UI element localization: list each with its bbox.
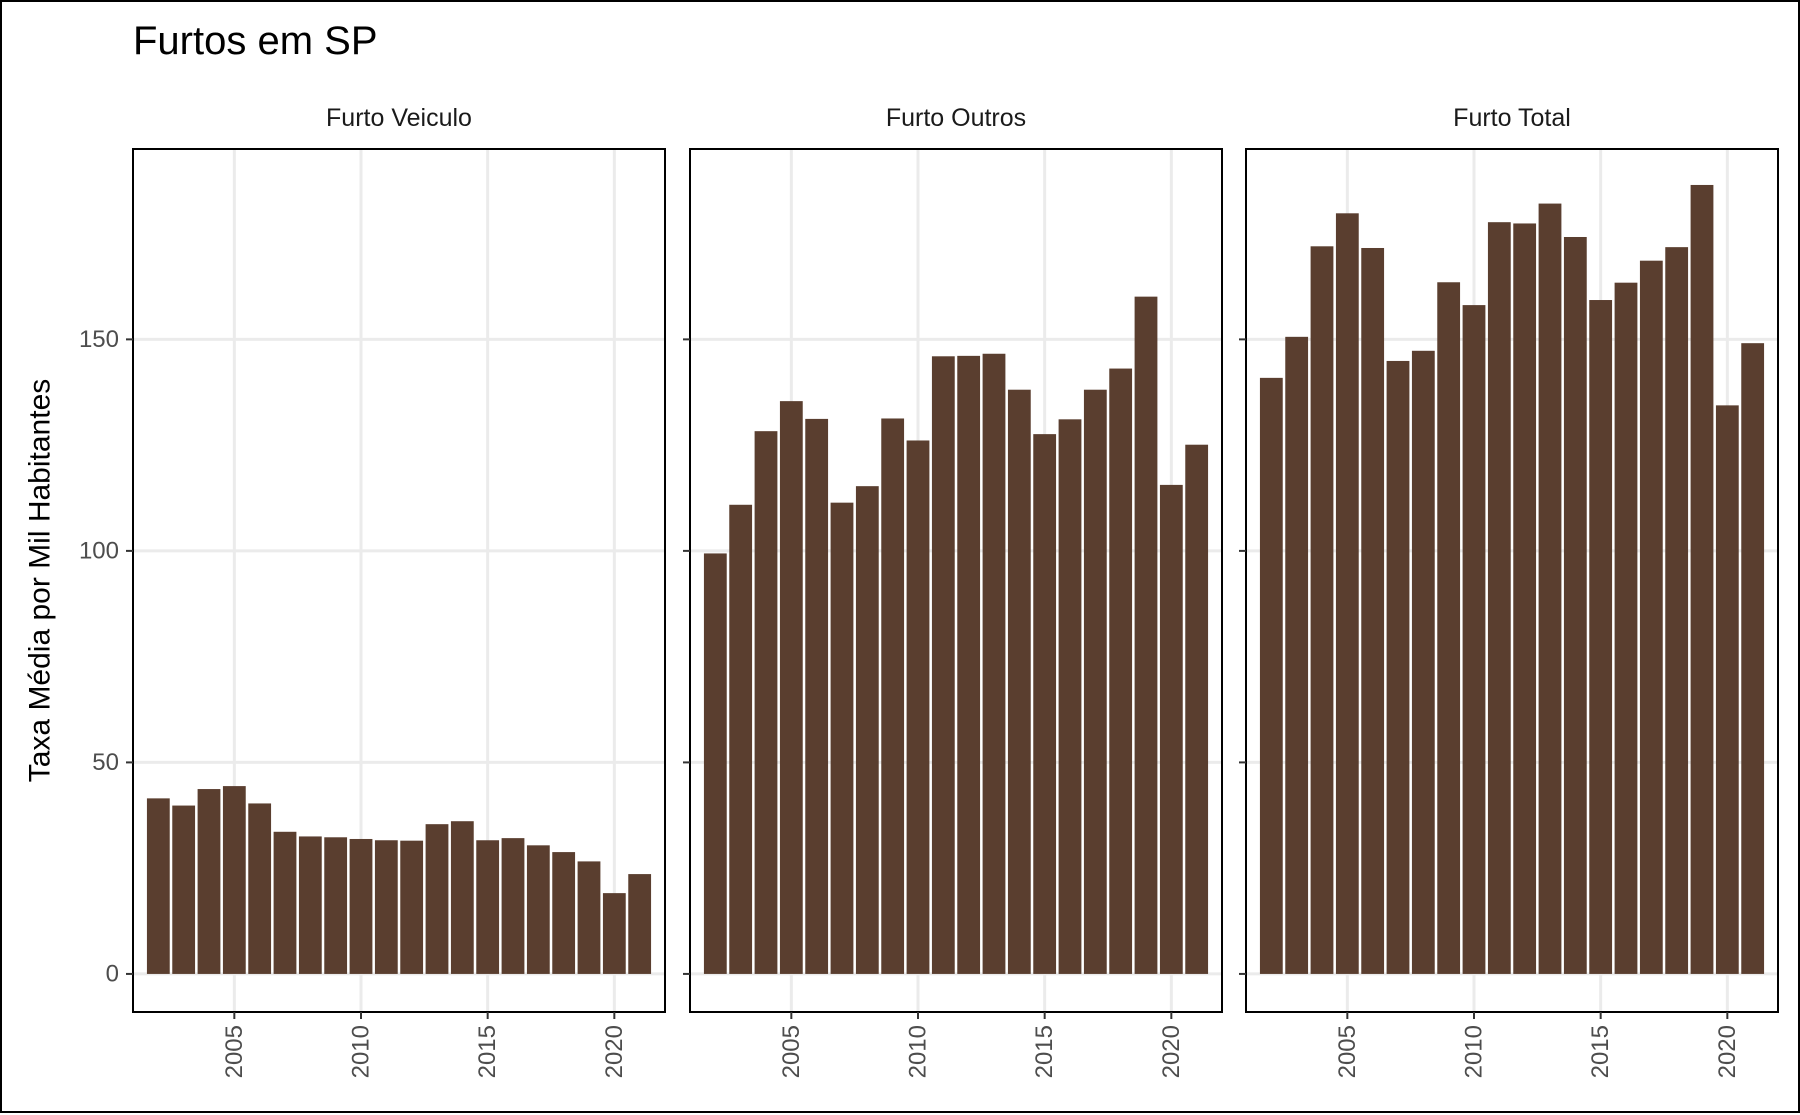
x-tick-label: 2010	[905, 1025, 932, 1078]
bar	[881, 418, 905, 974]
bar	[197, 789, 221, 974]
panel-border	[689, 148, 1223, 1013]
bar	[1437, 282, 1461, 974]
bar	[779, 401, 803, 974]
x-tick-label: 2020	[1158, 1025, 1185, 1078]
bar	[1462, 305, 1486, 974]
x-tick-label: 2005	[1334, 1025, 1361, 1078]
bar	[602, 893, 626, 974]
bar	[855, 486, 879, 974]
x-tick-label: 2010	[1461, 1025, 1488, 1078]
bar	[400, 840, 424, 974]
bar	[1007, 389, 1031, 974]
bar	[1033, 434, 1057, 974]
bar	[1715, 405, 1739, 974]
bar	[830, 502, 854, 974]
x-tick-label: 2020	[601, 1025, 628, 1078]
x-tick-label: 2020	[1714, 1025, 1741, 1078]
bar	[552, 852, 576, 974]
bar	[805, 418, 829, 974]
bar	[1563, 236, 1587, 974]
bar	[248, 803, 272, 974]
bar	[1614, 282, 1638, 974]
bar	[324, 837, 348, 974]
bar	[957, 355, 981, 974]
bar	[425, 824, 449, 974]
bar	[1083, 389, 1107, 974]
bar	[1386, 360, 1410, 974]
panel-border	[132, 148, 666, 1013]
bar	[273, 831, 297, 974]
bar	[1665, 247, 1689, 974]
facet-panel: Furto Veiculo 0 50 100 150 2005 2010 2015 2020	[79, 104, 666, 1078]
bar	[628, 874, 652, 974]
panel-border	[1245, 148, 1779, 1013]
bar	[1690, 184, 1714, 974]
bar	[1538, 203, 1562, 974]
bar	[1109, 368, 1133, 974]
bar	[703, 553, 727, 974]
facet-panel: Furto Total 2005 2010 2015 2020	[1239, 104, 1779, 1078]
bar	[729, 504, 753, 974]
bar	[906, 440, 930, 974]
bar	[222, 786, 246, 974]
facet-panel: Furto Outros 2005 2010 2015 2020	[683, 104, 1223, 1078]
x-tick-label: 2015	[1587, 1025, 1614, 1078]
facet-strip-label: Furto Veiculo	[326, 104, 472, 132]
y-tick-label: 50	[92, 749, 119, 776]
bar	[298, 836, 322, 974]
x-tick-label: 2015	[474, 1025, 501, 1078]
bar	[1335, 213, 1359, 974]
bar	[1285, 336, 1309, 974]
bar	[1589, 300, 1613, 974]
bar	[1487, 222, 1511, 974]
bar	[1058, 419, 1082, 974]
bar	[1259, 377, 1283, 974]
x-tick-label: 2010	[348, 1025, 375, 1078]
bar	[349, 838, 373, 974]
bar	[1741, 343, 1765, 974]
bar	[1513, 223, 1537, 974]
x-tick-label: 2005	[221, 1025, 248, 1078]
chart-title: Furtos em SP	[133, 19, 378, 63]
bar	[1411, 350, 1435, 974]
y-axis-label: Taxa Média por Mil Habitantes	[24, 379, 57, 783]
y-tick-label: 0	[106, 960, 119, 987]
bar	[577, 861, 601, 974]
bar	[1361, 247, 1385, 974]
bar	[501, 838, 525, 974]
bar	[374, 840, 398, 974]
bar	[172, 805, 196, 974]
bar	[1310, 246, 1334, 974]
bar	[526, 845, 550, 974]
bar	[476, 840, 500, 974]
facet-strip-label: Furto Total	[1453, 104, 1571, 132]
bar	[1159, 484, 1183, 974]
bar	[1134, 296, 1158, 974]
y-tick-label: 150	[79, 326, 119, 353]
bar	[754, 431, 778, 974]
bar	[1185, 444, 1209, 974]
bar	[1639, 260, 1663, 974]
bar	[146, 798, 170, 974]
bar	[931, 356, 955, 974]
x-tick-label: 2005	[778, 1025, 805, 1078]
bar	[450, 821, 474, 974]
x-tick-label: 2015	[1031, 1025, 1058, 1078]
bar	[982, 353, 1006, 974]
facet-strip-label: Furto Outros	[886, 104, 1026, 132]
y-tick-label: 100	[79, 537, 119, 564]
